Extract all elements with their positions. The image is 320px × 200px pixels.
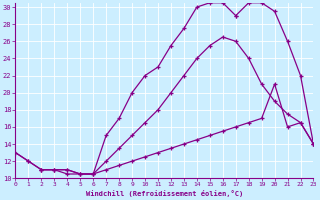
X-axis label: Windchill (Refroidissement éolien,°C): Windchill (Refroidissement éolien,°C) (86, 190, 243, 197)
